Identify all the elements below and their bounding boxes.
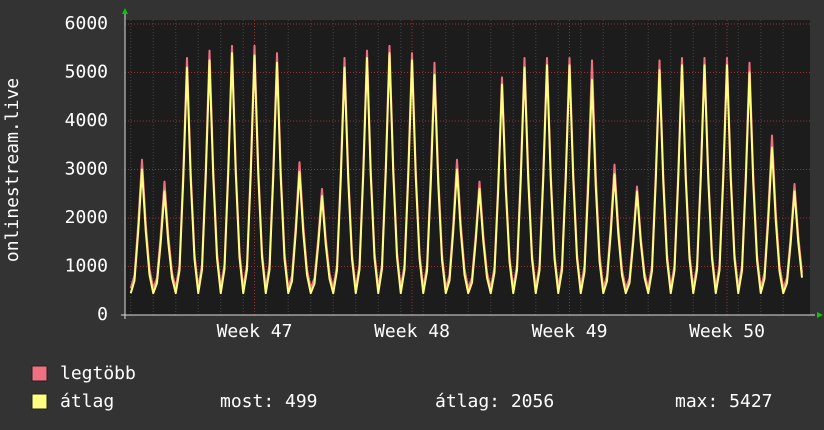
y-axis-label: onlinestream.live [2, 78, 23, 262]
legend-label: átlag [60, 391, 114, 412]
axis-arrow [817, 312, 823, 318]
axis-arrow [122, 8, 128, 14]
x-tick-label: Week 47 [217, 321, 293, 342]
stat-value: 499 [285, 391, 318, 412]
y-tick-label: 2000 [65, 207, 108, 228]
legend-swatch [31, 365, 48, 382]
series-line [129, 52, 803, 295]
y-tick-label: 3000 [65, 159, 108, 180]
x-tick-label: Week 48 [374, 321, 450, 342]
legend-stat: max: 5427 [675, 391, 773, 412]
y-tick-label: 6000 [65, 13, 108, 34]
x-tick-label: Week 49 [532, 321, 608, 342]
stat-label: most: [220, 391, 274, 412]
stat-label: max: [675, 391, 718, 412]
legend-stat: most: 499 [220, 391, 318, 412]
y-tick-label: 1000 [65, 256, 108, 277]
y-tick-label: 4000 [65, 110, 108, 131]
stat-value: 2056 [511, 391, 554, 412]
plot-area [125, 20, 810, 315]
x-tick-label: Week 50 [689, 321, 765, 342]
y-tick-label: 5000 [65, 62, 108, 83]
stat-label: átlag: [435, 391, 500, 412]
legend-swatch [31, 393, 48, 410]
stat-value: 5427 [729, 391, 772, 412]
y-tick-label: 0 [97, 304, 108, 325]
legend-stat: átlag: 2056 [435, 391, 554, 412]
legend-label: legtöbb [60, 363, 136, 384]
